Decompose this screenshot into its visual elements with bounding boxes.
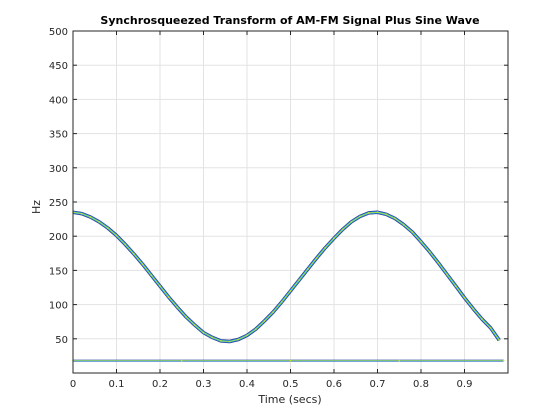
x-tick-label: 0.5 <box>283 379 299 390</box>
x-tick-label: 0.2 <box>152 379 168 390</box>
x-tick-label: 0.6 <box>326 379 342 390</box>
series-1-point <box>228 340 231 343</box>
series-2-point <box>398 359 401 362</box>
x-tick-label: 0.1 <box>109 379 125 390</box>
series-1-ridge-layer-1 <box>72 210 501 344</box>
series-1-point <box>185 316 188 318</box>
x-tick-label: 0.7 <box>370 379 386 390</box>
series-1-point <box>263 320 266 322</box>
series-1-ridge-layer-3 <box>72 211 501 343</box>
series-1-point <box>141 263 144 266</box>
series-1-point <box>324 246 327 249</box>
x-tick-label: 0.4 <box>239 379 255 390</box>
series-1-point <box>167 296 170 298</box>
series-2-point <box>180 359 183 362</box>
series-1-point <box>489 326 492 329</box>
x-tick-label: 0.8 <box>413 379 429 390</box>
series-1-point <box>463 296 466 299</box>
series-1-point <box>133 253 135 255</box>
series-1-point <box>350 220 353 223</box>
series-1-point <box>237 338 240 341</box>
series-1-point <box>385 213 388 216</box>
series-1-point <box>159 285 161 288</box>
series-1-point <box>176 306 179 309</box>
y-tick-label: 300 <box>49 164 68 175</box>
x-axis-label: Time (secs) <box>257 393 321 406</box>
chart-title: Synchrosqueezed Transform of AM-FM Signa… <box>100 14 479 27</box>
series-1-point <box>472 307 475 310</box>
y-tick-label: 50 <box>55 335 68 346</box>
y-tick-label: 350 <box>49 130 68 141</box>
y-tick-label: 200 <box>49 232 68 243</box>
grid-layer <box>72 30 508 373</box>
series-1-point <box>211 336 214 339</box>
x-tick-label: 0.9 <box>457 379 473 390</box>
y-tick-label: 400 <box>49 95 68 106</box>
y-tick-label: 100 <box>49 301 68 312</box>
data-layer <box>72 210 505 362</box>
series-1-point <box>254 328 257 331</box>
series-1-point <box>446 273 448 276</box>
series-1-point <box>411 231 414 233</box>
series-2-point <box>289 359 292 362</box>
series-1-ridge-layer-2 <box>72 210 501 343</box>
series-1-point <box>454 285 457 288</box>
series-1-point <box>202 331 205 334</box>
series-1-point <box>437 261 440 264</box>
series-2-point <box>502 359 505 362</box>
series-1-point <box>124 243 127 246</box>
series-1-point <box>98 220 100 223</box>
y-tick-label: 450 <box>49 61 68 72</box>
series-1-point <box>89 216 92 218</box>
series-1-point <box>298 279 301 281</box>
series-1-point <box>420 240 422 243</box>
x-tick-label: 0.3 <box>196 379 212 390</box>
series-1-point <box>289 290 292 292</box>
y-axis-label: Hz <box>30 200 43 214</box>
y-tick-label: 250 <box>49 198 68 209</box>
series-1-point <box>80 212 83 215</box>
series-1-point <box>333 237 335 240</box>
series-1-point <box>498 339 501 342</box>
y-tick-label: 150 <box>49 266 68 277</box>
series-1-ridge-layer-4 <box>72 211 500 343</box>
x-tick-label: 0 <box>70 379 76 390</box>
y-tick-label: 500 <box>49 27 68 38</box>
series-1-point <box>341 228 344 231</box>
series-1-point <box>150 274 153 277</box>
series-1-point <box>394 217 396 220</box>
series-1-point <box>307 268 309 270</box>
series-1-point <box>280 300 283 303</box>
series-1-point <box>481 318 483 320</box>
series-1-point <box>367 212 370 214</box>
series-1-point <box>428 251 431 253</box>
series-1-point <box>106 227 109 229</box>
series-1-point <box>220 339 222 342</box>
tick-layer: 0 0.1 0.2 0.3 0.4 0.5 0.6 0.7 0.8 0.9 50 100 150 200 2… <box>49 27 508 390</box>
series-1-point <box>402 223 405 226</box>
series-1-point <box>376 211 379 214</box>
series-1-ridge-layer-5 <box>72 212 500 342</box>
series-1-point <box>272 311 274 314</box>
series-1-point <box>359 215 361 218</box>
series-1-point <box>115 234 118 237</box>
series-1-point <box>246 334 248 337</box>
series-1-point <box>193 324 196 327</box>
series-1-point <box>315 257 318 259</box>
